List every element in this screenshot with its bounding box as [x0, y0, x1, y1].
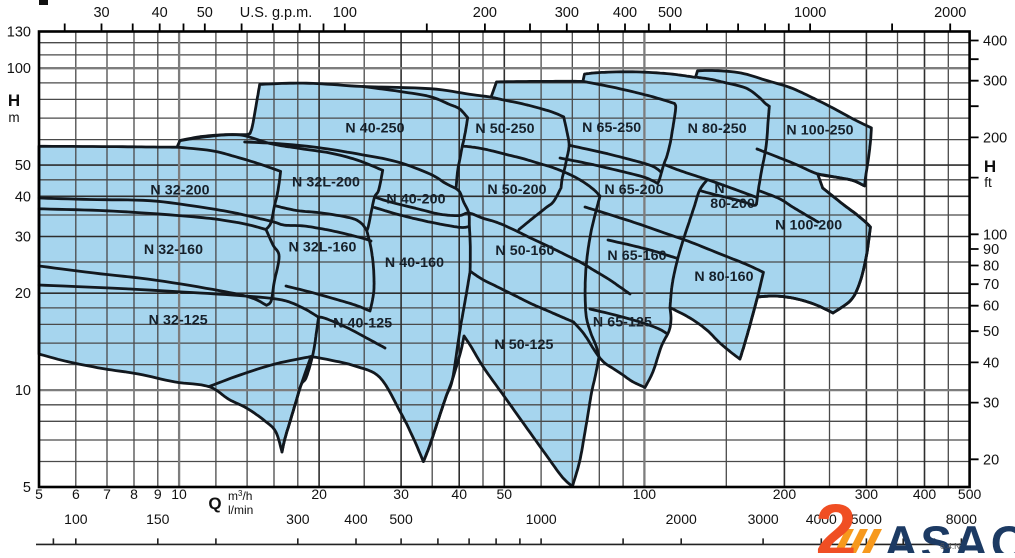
svg-text:40: 40 [983, 355, 999, 371]
svg-text:30: 30 [393, 486, 409, 502]
svg-text:ASAO: ASAO [884, 516, 1015, 553]
svg-text:3000: 3000 [748, 511, 779, 527]
svg-text:6: 6 [72, 486, 80, 502]
svg-text:m: m [8, 110, 19, 125]
svg-text:500: 500 [958, 486, 982, 502]
svg-text:1000: 1000 [794, 5, 826, 21]
svg-text:500: 500 [389, 511, 413, 527]
svg-text:20: 20 [983, 452, 999, 468]
svg-text:30: 30 [983, 396, 999, 412]
svg-text:6.4.N: 6.4.N [940, 541, 960, 551]
svg-text:N 32L-200: N 32L-200 [292, 175, 360, 191]
svg-text:30: 30 [15, 230, 31, 246]
svg-text:500: 500 [658, 5, 682, 21]
svg-text:ft: ft [984, 175, 992, 190]
svg-text:40: 40 [152, 5, 168, 21]
svg-text:400: 400 [613, 5, 637, 21]
svg-text:100: 100 [7, 61, 31, 77]
svg-text:4000: 4000 [806, 511, 837, 527]
svg-text:5: 5 [35, 486, 43, 502]
svg-text:N 32L-160: N 32L-160 [289, 240, 357, 256]
svg-text:100: 100 [983, 227, 1007, 243]
svg-text:7: 7 [103, 486, 111, 502]
svg-text:9: 9 [154, 486, 162, 502]
svg-text:H: H [984, 157, 996, 176]
svg-text:8000: 8000 [946, 511, 977, 527]
svg-text:N 40-160: N 40-160 [385, 255, 444, 271]
svg-text:100: 100 [64, 511, 88, 527]
svg-text:200: 200 [983, 130, 1007, 146]
svg-text:m3/h: m3/h [228, 489, 252, 503]
svg-text:300: 300 [286, 511, 310, 527]
svg-text:N 100-200: N 100-200 [775, 218, 842, 234]
svg-text:Q: Q [208, 494, 221, 513]
svg-text:N 50-200: N 50-200 [487, 182, 546, 198]
svg-text:400: 400 [344, 511, 368, 527]
svg-text:N 40-125: N 40-125 [333, 316, 392, 332]
svg-text:80-200: 80-200 [710, 196, 755, 212]
svg-text:5000: 5000 [851, 511, 882, 527]
svg-text:100: 100 [333, 5, 357, 21]
svg-text:N 65-250: N 65-250 [582, 120, 641, 136]
svg-text:40: 40 [451, 486, 467, 502]
svg-text:70: 70 [983, 277, 999, 293]
svg-text:N 65-200: N 65-200 [604, 182, 663, 198]
svg-text:N 40-200: N 40-200 [386, 192, 445, 208]
svg-text:N 32-160: N 32-160 [144, 242, 203, 258]
svg-text:N 50-160: N 50-160 [495, 243, 554, 259]
svg-text:40: 40 [15, 189, 31, 205]
svg-text:10: 10 [171, 486, 187, 502]
svg-text:N 50-125: N 50-125 [494, 337, 553, 353]
svg-text:N 80-160: N 80-160 [694, 269, 753, 285]
svg-text:80: 80 [983, 258, 999, 274]
svg-text:N 32-200: N 32-200 [150, 183, 209, 199]
svg-text:U.S. g.p.m.: U.S. g.p.m. [240, 5, 313, 21]
svg-text:400: 400 [983, 33, 1007, 49]
svg-text:N 80-250: N 80-250 [688, 121, 747, 137]
svg-text:N 40-250: N 40-250 [345, 121, 404, 137]
svg-text:2000: 2000 [934, 5, 966, 21]
svg-text:N: N [714, 181, 724, 197]
svg-text:2: 2 [815, 489, 856, 553]
svg-text:200: 200 [773, 486, 797, 502]
svg-text:130: 130 [7, 25, 31, 41]
svg-text:100: 100 [633, 486, 657, 502]
svg-text:150: 150 [146, 511, 170, 527]
svg-text:400: 400 [913, 486, 937, 502]
svg-text:50: 50 [983, 324, 999, 340]
svg-text:N 65-125: N 65-125 [593, 315, 652, 331]
svg-text:1000: 1000 [526, 511, 557, 527]
svg-text:50: 50 [15, 158, 31, 174]
svg-text:200: 200 [473, 5, 497, 21]
svg-text:90: 90 [983, 242, 999, 258]
svg-text:20: 20 [15, 286, 31, 302]
svg-text:30: 30 [93, 5, 109, 21]
svg-text:300: 300 [855, 486, 879, 502]
svg-text:60: 60 [983, 299, 999, 315]
svg-text:8: 8 [130, 486, 138, 502]
svg-text:5: 5 [23, 480, 31, 496]
svg-text:50: 50 [197, 5, 213, 21]
svg-text:2000: 2000 [666, 511, 697, 527]
svg-text:10: 10 [15, 383, 31, 399]
svg-text:300: 300 [555, 5, 579, 21]
svg-text:l/min: l/min [228, 503, 253, 517]
svg-text:20: 20 [311, 486, 327, 502]
svg-text:N 50-250: N 50-250 [475, 121, 534, 137]
svg-text:50: 50 [497, 486, 513, 502]
svg-text:N 100-250: N 100-250 [786, 123, 853, 139]
svg-text:300: 300 [983, 74, 1007, 90]
svg-text:N 32-125: N 32-125 [149, 313, 208, 329]
svg-text:H: H [8, 91, 20, 110]
svg-text:N 65-160: N 65-160 [607, 248, 666, 264]
